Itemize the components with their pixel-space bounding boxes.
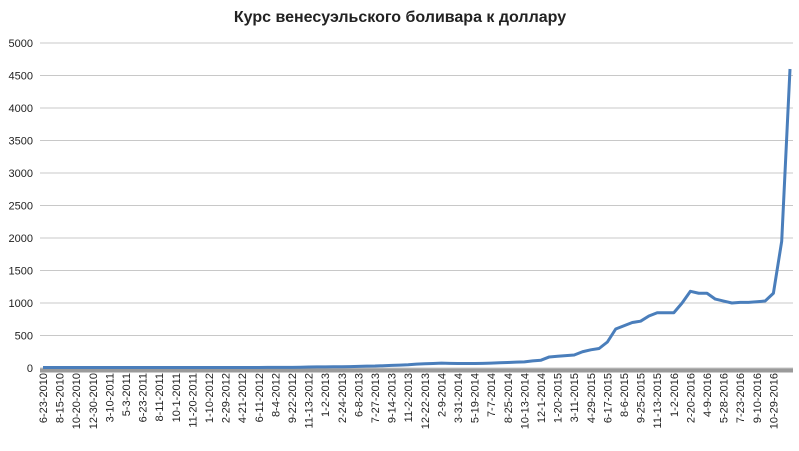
x-tick-label: 11-13-2015	[652, 373, 664, 428]
x-tick-label: 9-14-2013	[387, 373, 399, 423]
y-tick-label: 4000	[9, 103, 33, 115]
x-tick-label: 10-13-2014	[519, 373, 531, 429]
x-tick-label: 12-22-2013	[420, 373, 432, 429]
x-tick-label: 8-15-2010	[55, 373, 67, 423]
x-tick-label: 5-19-2014	[470, 373, 482, 423]
x-tick-label: 6-8-2013	[353, 373, 365, 417]
x-tick-label: 7-27-2013	[370, 373, 382, 423]
y-tick-label: 2000	[9, 233, 33, 245]
x-tick-label: 10-20-2010	[71, 373, 83, 429]
x-tick-label: 6-11-2012	[254, 373, 266, 422]
x-tick-label: 3-11-2015	[569, 373, 581, 422]
x-tick-label: 9-25-2015	[636, 373, 648, 423]
y-tick-label: 3000	[9, 168, 33, 180]
y-tick-label: 0	[27, 363, 33, 375]
x-tick-label: 5-28-2016	[719, 373, 731, 423]
x-tick-label: 6-23-2010	[38, 373, 50, 423]
x-tick-label: 3-31-2014	[453, 373, 465, 423]
x-tick-label: 1-20-2015	[553, 373, 565, 423]
y-tick-label: 5000	[9, 38, 33, 50]
x-tick-label: 4-29-2015	[586, 373, 598, 423]
x-tick-label: 8-4-2012	[270, 373, 282, 417]
x-tick-label: 4-21-2012	[237, 373, 249, 423]
y-tick-label: 1000	[9, 298, 33, 310]
chart-title: Курс венесуэльского боливара к доллару	[234, 9, 566, 26]
y-tick-label: 2500	[9, 201, 33, 213]
x-tick-label: 5-3-2011	[121, 373, 133, 416]
x-tick-label: 2-24-2013	[337, 373, 349, 423]
x-tick-label: 2-9-2014	[436, 373, 448, 417]
x-tick-label: 9-22-2012	[287, 373, 299, 423]
x-tick-label: 10-1-2011	[171, 373, 183, 422]
x-tick-label: 11-13-2012	[304, 373, 316, 428]
x-tick-label: 12-30-2010	[88, 373, 100, 429]
x-tick-label: 10-29-2016	[768, 373, 780, 429]
x-tick-label: 2-20-2016	[685, 373, 697, 423]
y-tick-label: 500	[15, 331, 33, 343]
x-tick-label: 11-2-2013	[403, 373, 415, 422]
x-tick-label: 2-29-2012	[221, 373, 233, 423]
x-tick-label: 12-1-2014	[536, 373, 548, 423]
x-tick-label: 8-11-2011	[154, 373, 166, 422]
x-tick-label: 1-2-2016	[669, 373, 681, 417]
x-tick-label: 6-23-2011	[138, 373, 150, 422]
x-tick-label: 8-6-2015	[619, 373, 631, 417]
x-tick-label: 7-23-2016	[735, 373, 747, 423]
data-line	[43, 68, 792, 369]
x-tick-label: 3-10-2011	[104, 373, 116, 422]
x-tick-label: 11-20-2011	[187, 373, 199, 428]
x-tick-label: 7-7-2014	[486, 373, 498, 417]
x-tick-label: 9-10-2016	[752, 373, 764, 423]
y-tick-label: 4500	[9, 71, 33, 83]
x-tick-label: 1-10-2012	[204, 373, 216, 423]
x-tick-label: 8-25-2014	[503, 373, 515, 423]
x-tick-label: 1-2-2013	[320, 373, 332, 417]
x-tick-label: 4-9-2016	[702, 373, 714, 417]
y-tick-label: 1500	[9, 266, 33, 278]
y-tick-label: 3500	[9, 136, 33, 148]
x-tick-label: 6-17-2015	[602, 373, 614, 423]
